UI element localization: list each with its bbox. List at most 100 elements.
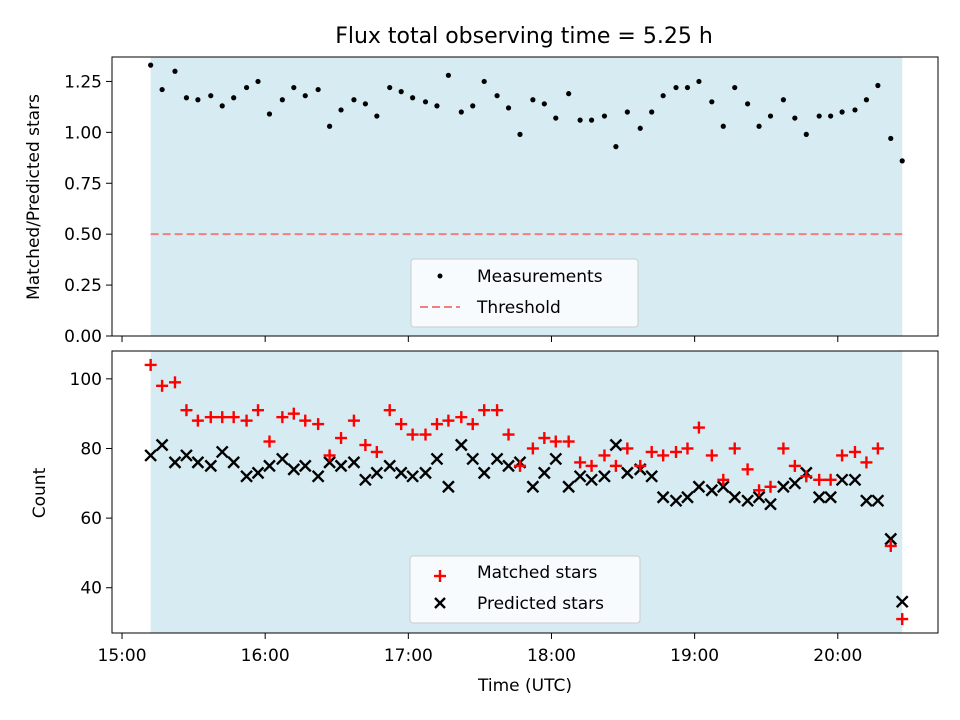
measurement-point <box>566 91 572 97</box>
predicted-star-point <box>621 466 634 480</box>
measurement-point <box>434 103 440 109</box>
matched-star-point <box>191 414 204 427</box>
measurement-point <box>553 115 559 121</box>
bottom-legend-box <box>409 555 641 624</box>
top-measurements <box>148 62 905 164</box>
measurement-point <box>231 95 237 101</box>
top-axes: 0.00 0.25 0.50 0.75 1.00 1.25 Matched/Predict… <box>24 56 939 347</box>
x-tick-label: 16:00 <box>241 646 290 666</box>
matched-star-point <box>728 442 741 455</box>
predicted-star-point <box>406 469 419 483</box>
matched-star-point <box>836 449 849 462</box>
measurement-point <box>649 109 655 115</box>
x-tick-label: 15:00 <box>98 646 147 666</box>
matched-star-point <box>871 442 884 455</box>
predicted-star-point <box>466 452 480 466</box>
predicted-star-point <box>383 459 397 473</box>
matched-star-point <box>180 404 193 417</box>
matched-star-point <box>813 473 826 486</box>
matched-star-point <box>335 432 348 445</box>
measurement-point <box>279 97 285 103</box>
top-y-tick-label: 0.75 <box>64 174 102 194</box>
predicted-star-point <box>645 469 659 483</box>
matched-star-point <box>395 418 408 431</box>
matched-star-point <box>156 379 169 392</box>
predicted-star-point <box>788 476 802 490</box>
top-y-tick-label: 1.00 <box>64 123 102 143</box>
matched-star-point <box>824 473 837 486</box>
matched-star-point <box>144 358 157 371</box>
measurement-point <box>362 101 368 107</box>
bottom-y-tick-label: 100 <box>70 370 102 390</box>
matched-star-point <box>598 449 611 462</box>
matched-star-point <box>227 411 240 424</box>
matched-star-point <box>491 404 504 417</box>
legend-measurements-label: Measurements <box>477 267 603 287</box>
predicted-star-point <box>562 480 576 494</box>
predicted-star-point <box>716 480 730 494</box>
bottom-axes: 40 60 80 100 15:00 16:00 17:00 18:00 19:00 20:00… <box>30 350 939 696</box>
measurement-point <box>445 72 452 78</box>
predicted-star-point <box>764 497 777 511</box>
matched-star-point <box>764 480 777 493</box>
legend-predicted-label: Predicted stars <box>477 594 604 614</box>
top-y-tick-label: 0.50 <box>64 225 102 245</box>
x-tick-label: 19:00 <box>670 646 719 666</box>
matched-star-point <box>585 459 598 472</box>
predicted-star-point <box>144 449 158 462</box>
measurement-point <box>255 78 261 85</box>
predicted-star-point <box>609 438 623 452</box>
measurement-point <box>745 101 751 107</box>
measurement-point <box>601 113 608 119</box>
measurement-point <box>673 84 679 91</box>
predicted-star-point <box>323 456 336 469</box>
matched-star-point <box>359 439 372 451</box>
predicted-star-point <box>419 466 432 480</box>
matched-star-point <box>263 435 276 448</box>
matched-star-point <box>753 484 766 497</box>
predicted-star-point <box>824 490 837 504</box>
bottom-axes-frame <box>111 350 939 634</box>
predicted-star-point <box>585 473 598 487</box>
x-tick-label: 20:00 <box>813 646 862 666</box>
measurement-point <box>684 84 691 91</box>
measurement-point <box>351 97 357 103</box>
measurement-point <box>816 113 822 119</box>
matched-star-point <box>657 449 670 462</box>
top-y-label: Matched/Predicted stars <box>24 94 44 300</box>
matched-star-point <box>240 414 253 427</box>
measurement-point <box>828 113 834 119</box>
measurement-point <box>588 117 595 123</box>
predicted-star-point <box>656 490 670 504</box>
measurement-point <box>374 113 380 119</box>
matched-star-point <box>788 459 801 472</box>
predicted-star-point <box>812 490 826 504</box>
measurement-point <box>208 93 214 99</box>
measurement-point <box>195 97 201 103</box>
matched-star-point <box>442 414 455 427</box>
measurement-point <box>767 113 774 119</box>
measurement-point <box>315 86 321 93</box>
predicted-star-point <box>370 466 384 480</box>
bottom-points <box>144 358 909 626</box>
matched-star-point <box>478 404 491 417</box>
predicted-star-point <box>549 452 563 466</box>
matched-star-point <box>168 376 181 389</box>
matched-star-point <box>287 407 300 420</box>
measurement-point <box>302 93 308 99</box>
matched-star-point <box>323 449 336 462</box>
x-tick-label: 17:00 <box>384 646 433 666</box>
matched-star-point <box>692 421 705 434</box>
matched-star-point <box>513 459 526 472</box>
measurement-point <box>899 158 905 164</box>
predicted-star-point <box>741 494 754 508</box>
x-axis-label: Time (UTC) <box>477 676 572 696</box>
bottom-y-ticks: 40 60 80 100 <box>70 370 112 599</box>
predicted-star-point <box>442 480 455 494</box>
predicted-star-point <box>835 473 849 487</box>
top-y-ticks: 0.00 0.25 0.50 0.75 1.00 1.25 <box>64 72 112 347</box>
matched-star-point <box>204 411 217 424</box>
matched-star-point <box>777 442 790 455</box>
predicted-star-point <box>298 459 312 473</box>
